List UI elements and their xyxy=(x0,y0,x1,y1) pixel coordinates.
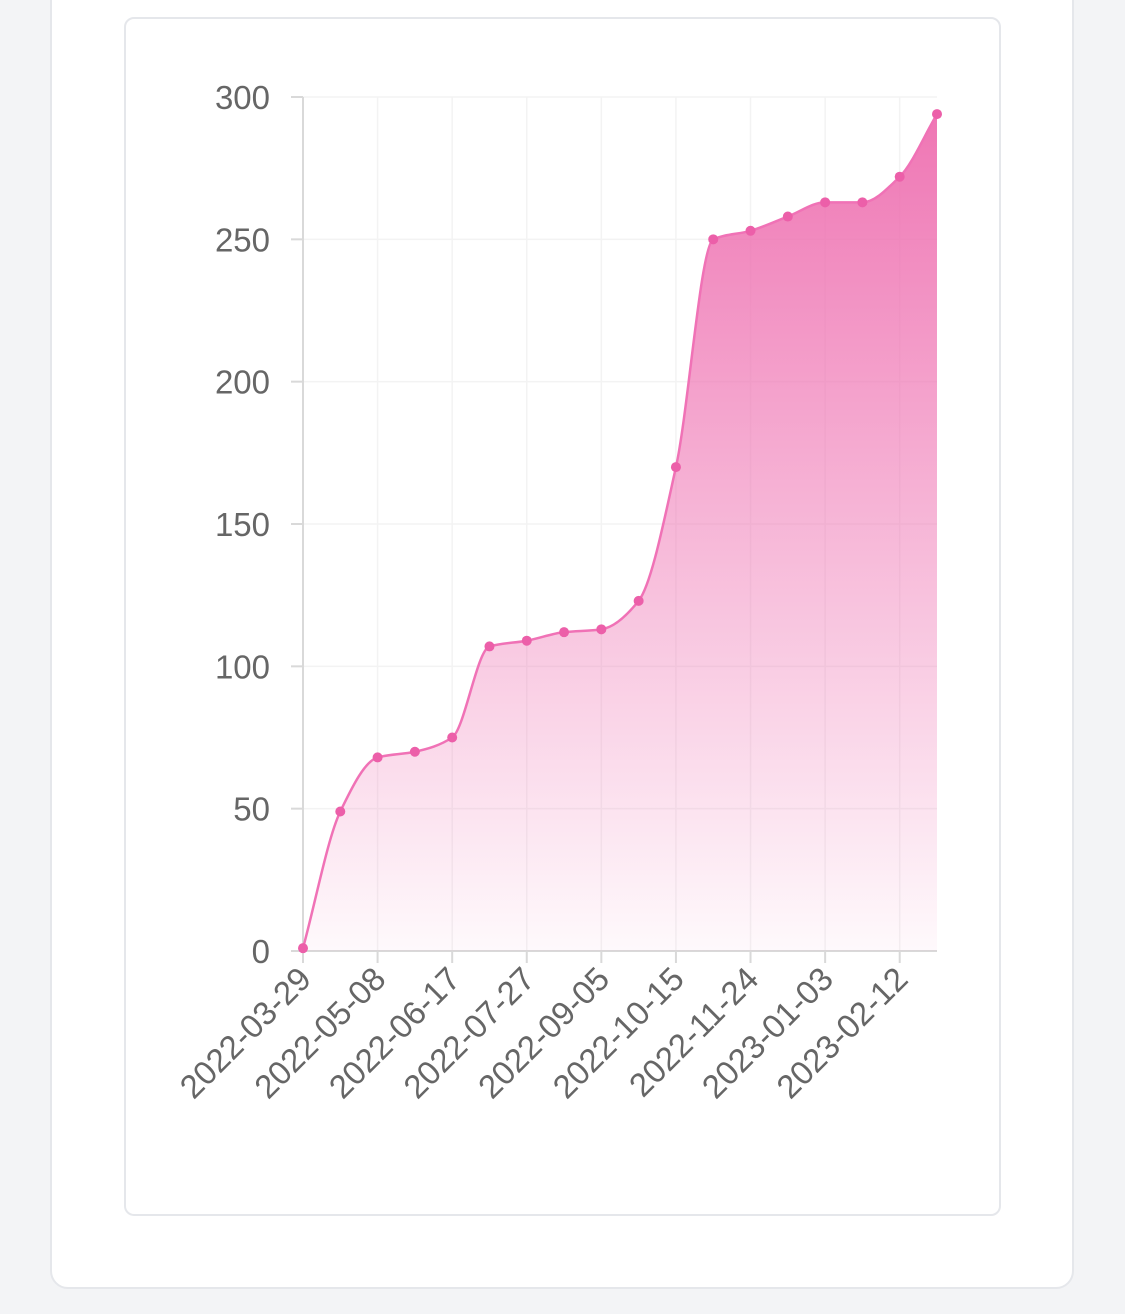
y-tick-label: 200 xyxy=(215,364,270,401)
data-point xyxy=(708,234,719,245)
data-point xyxy=(670,462,681,473)
data-point xyxy=(894,171,905,182)
y-tick-label: 300 xyxy=(215,79,270,116)
data-point xyxy=(633,595,644,606)
data-point xyxy=(484,641,495,652)
data-point xyxy=(782,211,793,222)
x-tick-labels: 2022-03-292022-05-082022-06-172022-07-27… xyxy=(172,960,914,1106)
y-tick-label: 0 xyxy=(252,933,270,970)
y-tick-label: 250 xyxy=(215,221,270,258)
data-points xyxy=(298,109,942,954)
data-point xyxy=(559,627,570,638)
data-point xyxy=(298,943,308,954)
data-point xyxy=(447,732,458,743)
y-tick-label: 50 xyxy=(233,791,270,828)
data-point xyxy=(521,635,532,646)
y-tick-label: 100 xyxy=(215,648,270,685)
data-point xyxy=(372,752,383,763)
data-point xyxy=(335,806,346,817)
data-point xyxy=(409,746,420,757)
data-point xyxy=(745,225,756,236)
data-point xyxy=(932,109,942,120)
data-point xyxy=(857,197,868,208)
data-point xyxy=(596,624,607,635)
area-fill xyxy=(303,114,937,951)
y-tick-labels: 0 50 100 150 200 250 300 xyxy=(215,79,270,970)
data-point xyxy=(820,197,831,208)
y-tick-label: 150 xyxy=(215,506,270,543)
